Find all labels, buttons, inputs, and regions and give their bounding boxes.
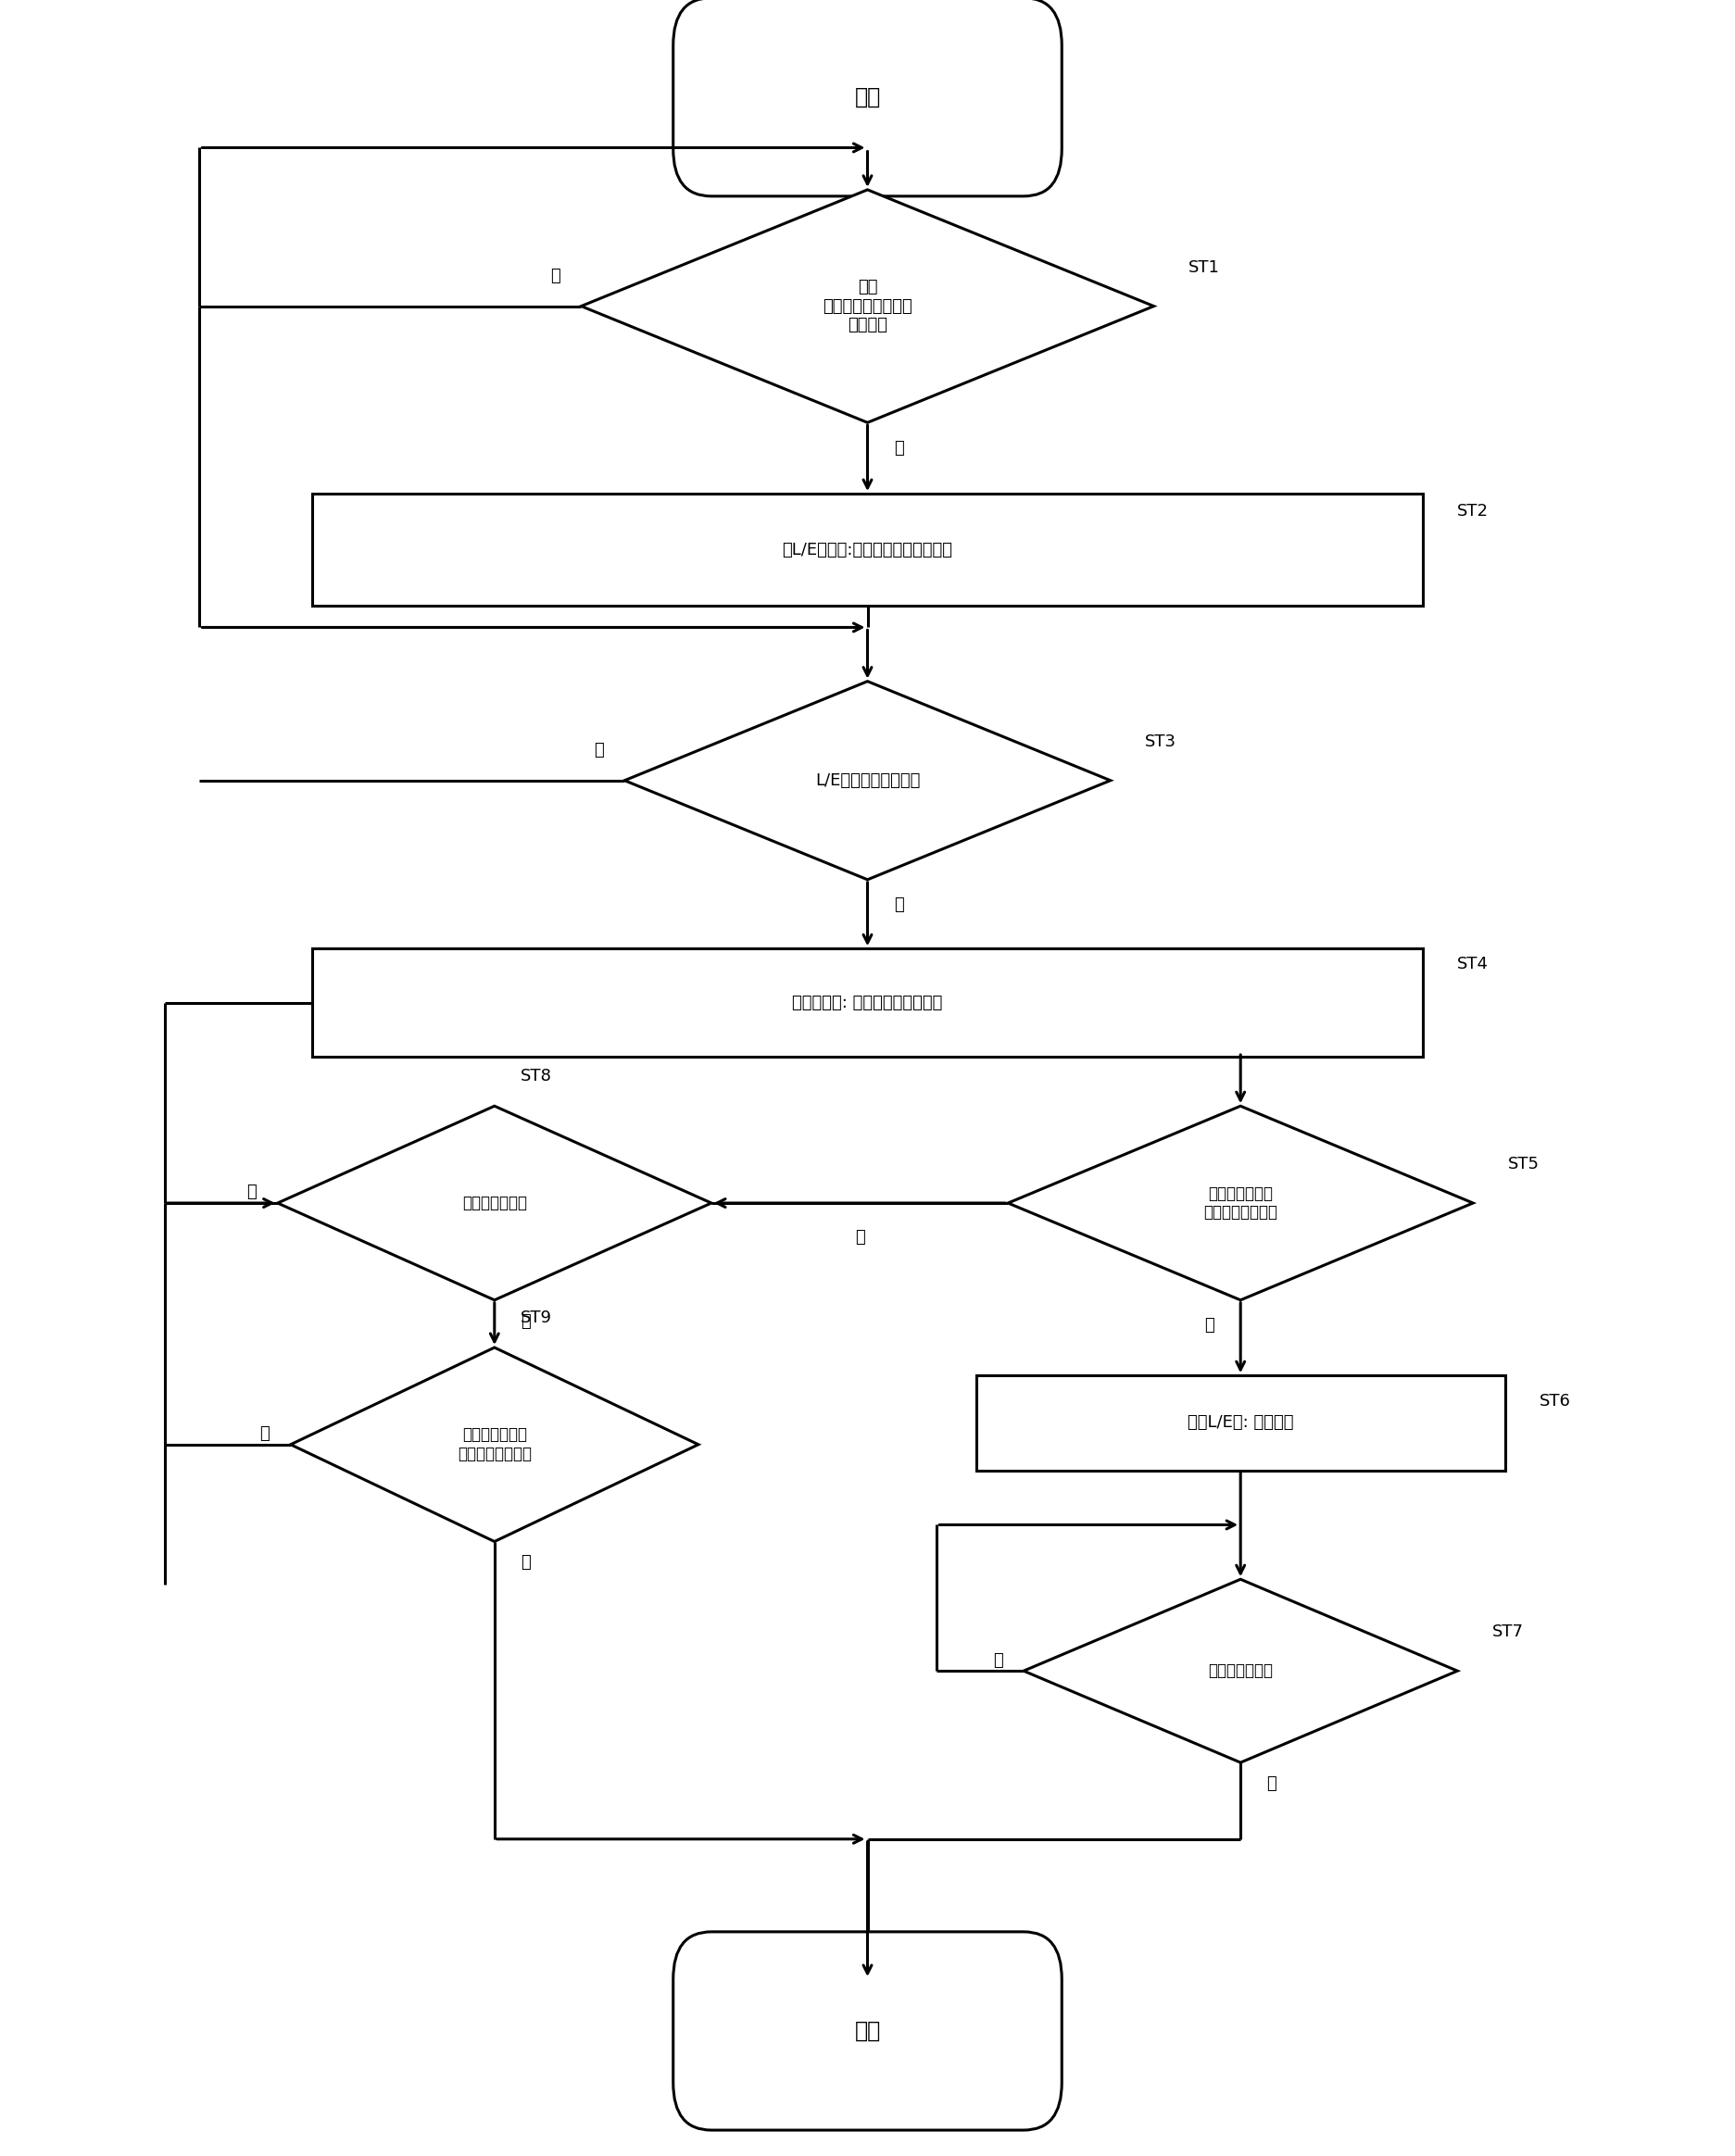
Text: 是: 是 (894, 897, 904, 914)
Text: 否: 否 (992, 1651, 1003, 1669)
Text: 是: 是 (1204, 1317, 1214, 1335)
Bar (312, 949, 1423, 1056)
Text: 填充是否结束？: 填充是否结束？ (462, 1194, 527, 1212)
Text: ST3: ST3 (1145, 733, 1176, 750)
Polygon shape (278, 1106, 711, 1300)
Text: 结束: 结束 (854, 2020, 881, 2042)
Text: 否: 否 (260, 1425, 269, 1442)
Text: 对L/E罐加压:向上级装置供给处理液: 对L/E罐加压:向上级装置供给处理液 (782, 541, 953, 558)
Text: 否: 否 (246, 1184, 257, 1201)
Text: ST2: ST2 (1457, 502, 1489, 520)
Text: 是否
需要向上级装置供给
处理液？: 是否 需要向上级装置供给 处理液？ (822, 278, 913, 334)
Text: 是: 是 (520, 1313, 531, 1330)
Text: 打开连结阀: 利用压力差进行补充: 打开连结阀: 利用压力差进行补充 (793, 994, 942, 1011)
Text: 是: 是 (520, 1554, 531, 1572)
Text: 向上级装置供给
处理液是否结束？: 向上级装置供给 处理液是否结束？ (1204, 1186, 1277, 1220)
Polygon shape (1008, 1106, 1473, 1300)
FancyBboxPatch shape (673, 1932, 1062, 2130)
Text: 向上级装置供给
处理液是否结束？: 向上级装置供给 处理液是否结束？ (458, 1427, 531, 1462)
FancyBboxPatch shape (673, 0, 1062, 196)
Text: ST8: ST8 (520, 1067, 552, 1084)
Text: L/E罐是否需要补充？: L/E罐是否需要补充？ (815, 772, 920, 789)
Bar (975, 1376, 1504, 1470)
Text: 否: 否 (855, 1229, 864, 1246)
Text: ST4: ST4 (1457, 955, 1489, 972)
Polygon shape (290, 1348, 697, 1542)
Bar (312, 494, 1423, 606)
Text: 是: 是 (1267, 1777, 1277, 1792)
Text: ST9: ST9 (520, 1309, 552, 1326)
Text: ST1: ST1 (1188, 259, 1220, 276)
Text: 否: 否 (593, 742, 604, 759)
Text: 是: 是 (894, 440, 904, 457)
Text: ST6: ST6 (1539, 1393, 1572, 1410)
Polygon shape (1024, 1578, 1457, 1764)
Text: 填充是否结束？: 填充是否结束？ (1208, 1662, 1273, 1680)
Text: 打开L/E罐: 继续补充: 打开L/E罐: 继续补充 (1187, 1414, 1294, 1432)
Polygon shape (581, 190, 1154, 423)
Text: ST5: ST5 (1508, 1156, 1539, 1173)
Text: ST7: ST7 (1492, 1623, 1523, 1641)
Polygon shape (625, 681, 1110, 880)
Text: 否: 否 (550, 267, 560, 285)
Text: 开始: 开始 (854, 86, 881, 108)
